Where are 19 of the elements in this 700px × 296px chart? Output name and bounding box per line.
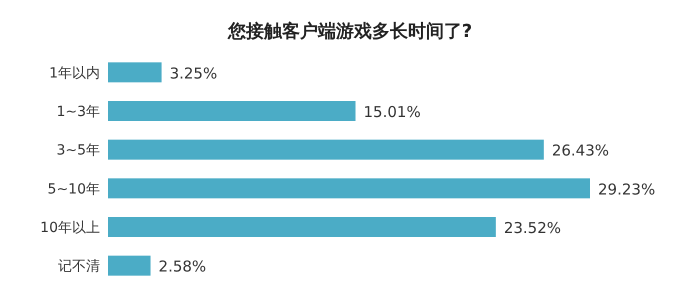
bar (108, 101, 356, 121)
bar (108, 256, 151, 276)
y-tick-label: 5~10年 (48, 181, 100, 198)
y-tick-label: 10年以上 (40, 220, 100, 236)
data-label: 23.52% (504, 219, 562, 237)
y-tick-label: 1年以内 (49, 65, 100, 82)
chart-title: 您接触客户端游戏多长时间了? (226, 21, 472, 42)
bar (108, 217, 496, 237)
data-label: 2.58% (158, 258, 206, 276)
y-tick-label: 3~5年 (56, 142, 100, 159)
bar (108, 140, 544, 160)
data-label: 29.23% (598, 180, 656, 198)
bar (108, 178, 590, 198)
data-label: 3.25% (170, 64, 218, 82)
y-tick-label: 记不清 (58, 258, 100, 275)
y-tick-label: 1~3年 (56, 104, 100, 120)
data-label: 15.01% (364, 103, 421, 121)
data-label: 26.43% (552, 142, 610, 160)
bar (108, 62, 162, 82)
